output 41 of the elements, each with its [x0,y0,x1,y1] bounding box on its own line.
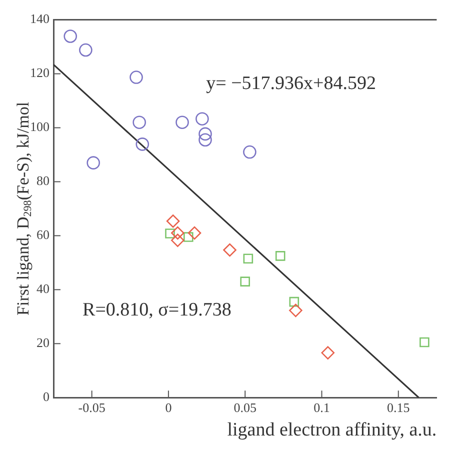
point [289,304,302,318]
point [188,226,202,240]
point [321,346,335,360]
y-tick-label: 100 [30,119,50,134]
point [243,145,256,159]
x-tick-label: -0.05 [78,400,106,415]
point [420,337,430,348]
point [223,243,236,257]
annotation: y= −517.936x+84.592 [206,73,376,94]
point [136,138,150,151]
x-axis-title: ligand electron affinity, a.u. [227,420,437,441]
point [275,251,286,261]
annotation: R=0.810, σ=19.738 [82,300,232,321]
point [165,228,175,238]
x-tick-label: 0.05 [234,400,256,415]
point [79,43,92,57]
point [171,234,184,247]
x-tick-label: 0 [165,400,172,415]
point [289,296,300,307]
point [243,254,254,264]
x-tick-label: 0.15 [387,400,410,415]
point [198,127,212,141]
y-tick-label: 140 [30,11,50,26]
y-tick-label: 0 [43,389,50,404]
y-tick-label: 80 [36,173,50,188]
point [130,70,143,84]
y-tick-label: 40 [36,281,50,296]
point [183,232,194,242]
point [64,30,78,43]
point [86,156,100,170]
y-tick-label: 20 [36,335,50,350]
point [196,112,209,126]
y-tick-label: 120 [30,65,50,80]
point [171,226,184,240]
point [176,116,189,129]
y-tick-label: 60 [36,227,50,242]
point [240,276,250,286]
point [132,116,146,129]
point [166,214,180,228]
point [198,133,212,147]
x-tick-label: 0.1 [314,400,330,415]
